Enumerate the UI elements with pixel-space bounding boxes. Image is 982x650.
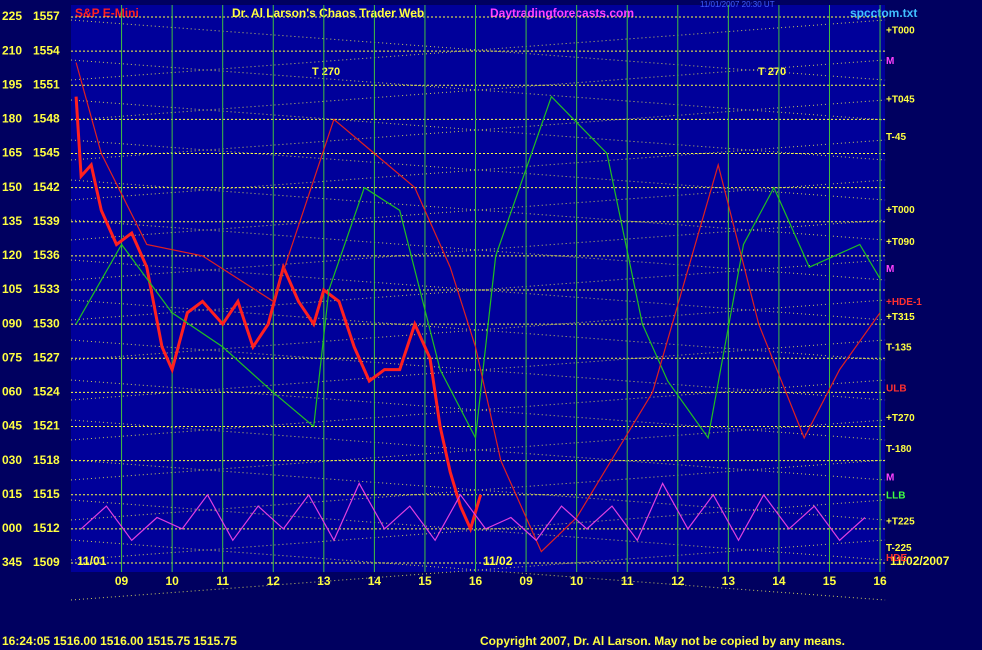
level-label: LLB xyxy=(886,491,905,502)
y-tick-label: 1545 xyxy=(33,146,60,160)
y-degree-label: 195 xyxy=(2,77,22,91)
x-tick-label: 11 xyxy=(216,574,229,588)
y-degree-label: 345 xyxy=(2,555,22,569)
level-label: +T090 xyxy=(886,237,915,248)
timestamp: 11/01/2007 20:30 UT xyxy=(700,0,775,9)
y-tick-label: 1554 xyxy=(33,43,60,57)
y-degree-label: 105 xyxy=(2,282,22,296)
day-label: 11/01 xyxy=(77,554,107,568)
file-name: spcctom.txt xyxy=(850,6,917,20)
y-degree-label: 030 xyxy=(2,453,22,467)
y-degree-label: 045 xyxy=(2,419,22,433)
level-label: M xyxy=(886,56,894,67)
level-label: T-180 xyxy=(886,444,912,455)
site: Daytradingforecasts.com xyxy=(490,6,634,20)
level-label: T-225 xyxy=(886,543,912,554)
level-label: +T270 xyxy=(886,413,915,424)
x-tick-label: 14 xyxy=(772,574,786,588)
copyright: Copyright 2007, Dr. Al Larson. May not b… xyxy=(480,634,845,648)
level-label: ULB xyxy=(886,384,907,395)
y-tick-label: 1512 xyxy=(33,521,60,535)
y-tick-label: 1518 xyxy=(33,453,60,467)
day-label: 11/02 xyxy=(483,554,513,568)
level-label: T-45 xyxy=(886,132,906,143)
status: 16:24:05 1516.00 1516.00 1515.75 1515.75 xyxy=(2,634,237,648)
instrument: S&P E-Mini xyxy=(75,6,139,20)
annotation: T 270 xyxy=(312,66,340,78)
y-tick-label: 1515 xyxy=(33,487,60,501)
y-degree-label: 015 xyxy=(2,487,22,501)
x-tick-label: 10 xyxy=(165,574,179,588)
x-tick-label: 12 xyxy=(671,574,685,588)
y-degree-label: 120 xyxy=(2,248,22,262)
x-tick-label: 11 xyxy=(621,574,634,588)
y-tick-label: 1548 xyxy=(33,112,60,126)
level-label: M xyxy=(886,472,894,483)
y-degree-label: 225 xyxy=(2,9,22,23)
x-tick-label: 10 xyxy=(570,574,584,588)
y-degree-label: 090 xyxy=(2,316,22,330)
level-label: M xyxy=(886,264,894,275)
y-tick-label: 1536 xyxy=(33,248,60,262)
y-tick-label: 1539 xyxy=(33,214,60,228)
x-tick-label: 13 xyxy=(722,574,736,588)
x-tick-label: 16 xyxy=(873,574,887,588)
y-degree-label: 165 xyxy=(2,146,22,160)
series-line xyxy=(80,482,866,542)
level-label: +T000 xyxy=(886,25,915,36)
y-tick-label: 1557 xyxy=(33,9,60,23)
y-degree-label: 060 xyxy=(2,385,22,399)
y-degree-label: 000 xyxy=(2,521,22,535)
x-tick-label: 13 xyxy=(317,574,331,588)
level-label: +HDE-1 xyxy=(886,297,922,308)
y-tick-label: 1542 xyxy=(33,180,60,194)
y-tick-label: 1551 xyxy=(33,77,60,91)
x-tick-label: 16 xyxy=(469,574,483,588)
x-tick-label: 09 xyxy=(519,574,533,588)
y-tick-label: 1527 xyxy=(33,350,60,364)
level-label: HDE xyxy=(886,553,907,564)
level-label: +T000 xyxy=(886,205,915,216)
y-tick-label: 1530 xyxy=(33,316,60,330)
harmonic-line xyxy=(70,539,886,601)
level-label: T-135 xyxy=(886,343,912,354)
x-tick-label: 15 xyxy=(823,574,837,588)
level-label: +T045 xyxy=(886,95,915,106)
x-tick-label: 15 xyxy=(418,574,432,588)
y-degree-label: 150 xyxy=(2,180,22,194)
y-degree-label: 210 xyxy=(2,43,22,57)
x-tick-label: 09 xyxy=(115,574,129,588)
chart-title: Dr. Al Larson's Chaos Trader Web xyxy=(232,6,424,20)
y-tick-label: 1524 xyxy=(33,385,60,399)
annotation: T 270 xyxy=(758,66,786,78)
level-label: +T225 xyxy=(886,517,915,528)
series-line xyxy=(75,62,881,553)
day-label: 11/02/2007 xyxy=(890,554,950,568)
y-degree-label: 075 xyxy=(2,350,22,364)
series-line xyxy=(75,95,881,440)
x-tick-label: 14 xyxy=(368,574,382,588)
y-tick-label: 1521 xyxy=(33,419,60,433)
y-degree-label: 180 xyxy=(2,112,22,126)
x-tick-label: 12 xyxy=(267,574,281,588)
y-tick-label: 1533 xyxy=(33,282,60,296)
y-degree-label: 135 xyxy=(2,214,22,228)
series-line xyxy=(74,96,483,534)
level-label: +T315 xyxy=(886,312,915,323)
y-tick-label: 1509 xyxy=(33,555,60,569)
